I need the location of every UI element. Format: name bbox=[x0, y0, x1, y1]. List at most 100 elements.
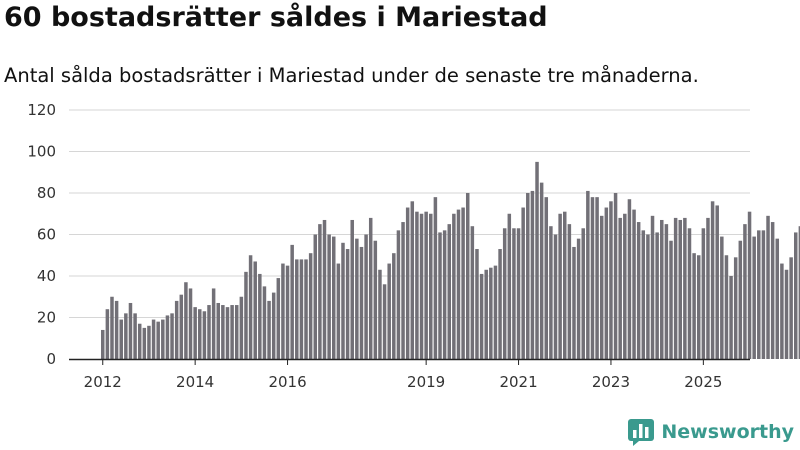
bar bbox=[230, 305, 234, 359]
bar bbox=[429, 213, 433, 359]
gridlines bbox=[69, 109, 750, 318]
bar bbox=[327, 234, 331, 359]
x-tick-label: 2021 bbox=[499, 373, 537, 391]
y-tick-label: 0 bbox=[46, 350, 56, 368]
brand-name: Newsworthy bbox=[661, 421, 794, 443]
bar bbox=[438, 232, 442, 359]
bar bbox=[433, 197, 438, 359]
bar bbox=[475, 249, 479, 359]
bar bbox=[650, 215, 655, 359]
bar bbox=[299, 259, 304, 359]
bar bbox=[382, 284, 387, 359]
bar bbox=[419, 213, 424, 359]
bar bbox=[350, 219, 354, 359]
bar bbox=[193, 307, 197, 360]
bar bbox=[673, 217, 678, 359]
bar bbox=[770, 222, 775, 359]
bar bbox=[318, 224, 322, 360]
bar bbox=[479, 273, 484, 359]
bar bbox=[114, 300, 119, 359]
bar bbox=[216, 302, 220, 359]
bar bbox=[498, 249, 502, 359]
page-title: 60 bostadsrätter såldes i Mariestad bbox=[4, 2, 548, 33]
bar bbox=[687, 228, 692, 359]
bar bbox=[549, 226, 553, 359]
bar bbox=[101, 329, 105, 359]
bar bbox=[470, 226, 475, 359]
bar bbox=[553, 234, 558, 359]
bar bbox=[151, 319, 156, 359]
bar bbox=[392, 253, 396, 359]
bar bbox=[563, 211, 567, 359]
bar bbox=[179, 294, 184, 359]
bar bbox=[304, 259, 308, 359]
bar bbox=[544, 197, 549, 359]
bar bbox=[530, 190, 535, 359]
bar bbox=[244, 271, 248, 359]
bar bbox=[618, 217, 622, 359]
bar bbox=[313, 234, 318, 359]
bar bbox=[281, 263, 285, 359]
bar bbox=[733, 257, 738, 359]
bar bbox=[632, 209, 636, 359]
bar bbox=[207, 305, 211, 359]
bar bbox=[110, 296, 114, 359]
bar bbox=[124, 313, 128, 359]
bar bbox=[137, 323, 142, 359]
bar bbox=[484, 269, 488, 359]
bar bbox=[794, 232, 798, 359]
bar bbox=[502, 228, 507, 359]
bar bbox=[147, 325, 151, 359]
x-tick-label: 2025 bbox=[684, 373, 722, 391]
bar bbox=[613, 193, 618, 359]
bar bbox=[211, 288, 216, 359]
bar bbox=[276, 278, 281, 359]
bar bbox=[581, 228, 585, 359]
chart-subtitle: Antal sålda bostadsrätter i Mariestad un… bbox=[4, 64, 699, 87]
bar bbox=[757, 230, 761, 359]
bar bbox=[364, 234, 368, 359]
y-tick-label: 60 bbox=[37, 226, 56, 244]
bar bbox=[378, 269, 382, 359]
x-tick-label: 2016 bbox=[268, 373, 306, 391]
bar bbox=[396, 230, 401, 359]
bar bbox=[341, 242, 345, 359]
bar bbox=[646, 234, 650, 359]
bar bbox=[558, 213, 562, 359]
bar bbox=[738, 240, 743, 359]
bar bbox=[669, 240, 673, 359]
y-tick-label: 120 bbox=[27, 101, 56, 119]
bar bbox=[184, 282, 188, 359]
bar bbox=[332, 236, 336, 359]
bar bbox=[567, 224, 572, 360]
bar bbox=[493, 265, 498, 360]
bar bbox=[253, 261, 257, 359]
bar bbox=[415, 211, 419, 359]
bar bbox=[290, 244, 294, 360]
bar bbox=[641, 230, 646, 359]
bar bbox=[706, 217, 710, 359]
bar bbox=[780, 263, 784, 359]
bar bbox=[636, 222, 641, 359]
bar bbox=[198, 309, 202, 359]
bar bbox=[789, 257, 793, 359]
bar bbox=[507, 213, 512, 359]
x-tick-label: 2014 bbox=[176, 373, 214, 391]
bar bbox=[387, 263, 391, 359]
y-tick-label: 80 bbox=[37, 184, 56, 202]
bar bbox=[271, 292, 276, 359]
bar bbox=[701, 228, 706, 359]
bar bbox=[521, 207, 525, 359]
bar bbox=[775, 238, 780, 359]
bar bbox=[784, 269, 789, 359]
bar bbox=[447, 224, 451, 360]
bar bbox=[258, 273, 262, 359]
bar bbox=[766, 215, 770, 359]
bar bbox=[729, 276, 733, 359]
bar bbox=[535, 161, 539, 360]
x-tick-label: 2023 bbox=[592, 373, 630, 391]
bar bbox=[355, 238, 359, 359]
bar bbox=[609, 201, 613, 359]
bar bbox=[165, 315, 170, 359]
